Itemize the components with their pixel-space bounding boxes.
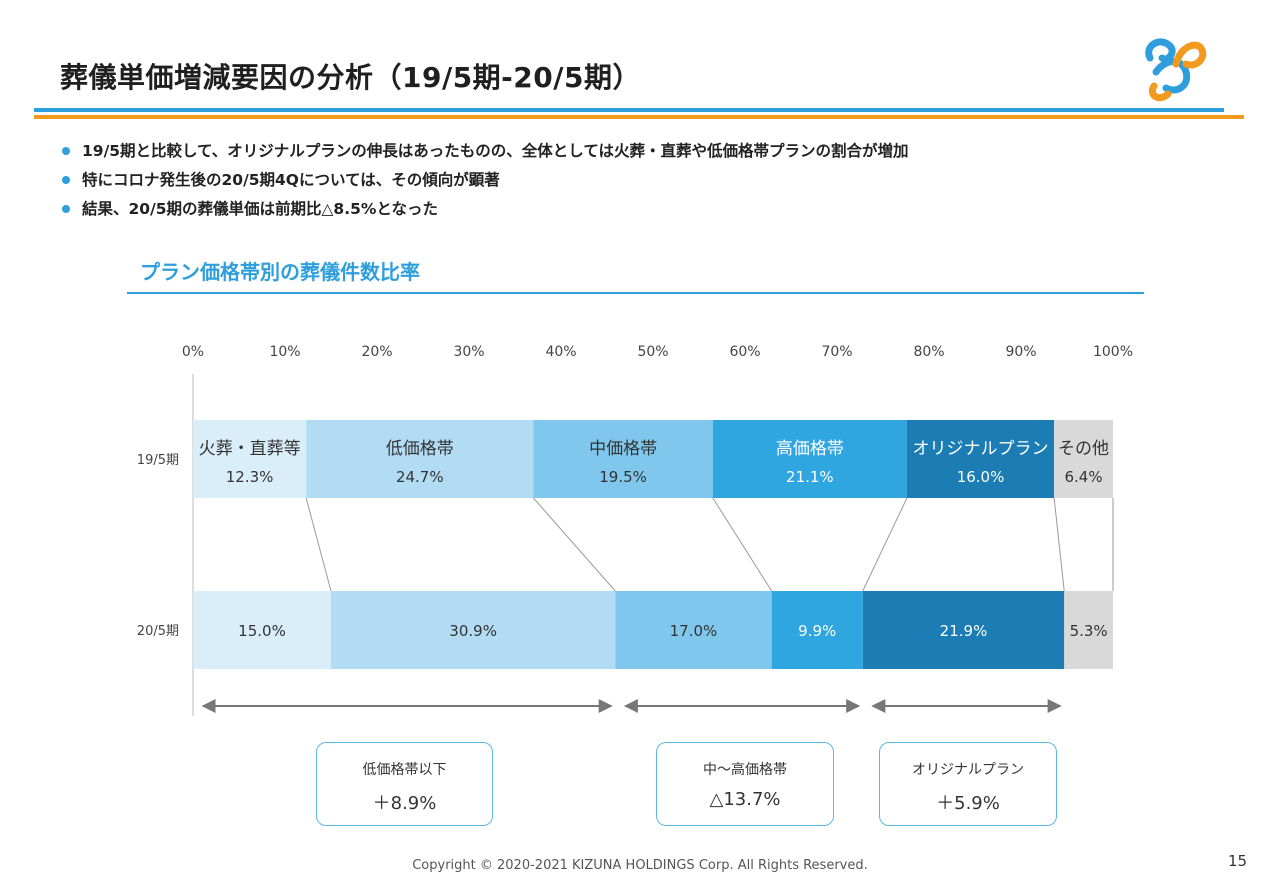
connector-line [305,497,332,592]
bar-segment [906,420,1055,498]
connector-line [533,497,616,592]
page-title: 葬儀単価増減要因の分析（19/5期-20/5期） [60,61,641,94]
summary-value: ＋5.9% [936,793,1000,814]
x-tick-label: 30% [453,344,484,360]
summary-label: 低価格帯以下 [362,762,447,778]
connector-line [1053,497,1065,592]
data-label: 21.9% [940,622,988,640]
data-label: 9.9% [798,622,836,640]
segment-name-label: 低価格帯 [386,439,454,459]
bar-segment [331,591,616,669]
x-tick-label: 90% [1005,344,1036,360]
bar-segment [306,420,534,498]
x-tick-label: 40% [545,344,576,360]
x-tick-label: 10% [269,344,300,360]
summary-box-original-plan: オリジナルプラン ＋5.9% [879,742,1057,826]
summary-box-low-price: 低価格帯以下 ＋8.9% [316,742,493,826]
bullet-item: 結果、20/5期の葬儀単価は前期比△8.5%となった [62,196,909,225]
data-label: 17.0% [670,622,718,640]
data-label: 16.0% [957,468,1005,486]
title-underline-blue [34,108,1224,112]
segment-name-label: その他 [1058,439,1109,459]
data-label: 30.9% [449,622,497,640]
bar-segment [1054,420,1113,498]
segment-name-label: 火葬・直葬等 [199,439,301,459]
data-label: 24.7% [396,468,444,486]
bar-segment [771,591,863,669]
summary-value: ＋8.9% [372,793,437,814]
segment-name-label: 高価格帯 [776,439,844,459]
x-tick-label: 100% [1093,344,1133,360]
connector-line [862,497,908,592]
data-label: 12.3% [226,468,274,486]
data-label: 21.1% [786,468,834,486]
x-tick-label: 20% [361,344,392,360]
segment-name-label: オリジナルプラン [913,439,1049,459]
x-tick-label: 0% [182,344,204,360]
bar-segment [533,420,713,498]
chart-title: プラン価格帯別の葬儀件数比率 [140,260,420,284]
bullet-item: 特にコロナ発生後の20/5期4Qについては、その傾向が顕著 [62,167,909,196]
bullet-item: 19/5期と比較して、オリジナルプランの伸長はあったものの、全体としては火葬・直… [62,138,909,167]
summary-bullets: 19/5期と比較して、オリジナルプランの伸長はあったものの、全体としては火葬・直… [62,138,909,225]
title-underline-orange [34,115,1244,119]
page-number: 15 [1228,852,1248,870]
segment-name-label: 中価格帯 [589,439,657,459]
bar-segment [193,591,331,669]
bar-segment [1064,591,1113,669]
copyright: Copyright © 2020-2021 KIZUNA HOLDINGS Co… [412,858,868,873]
chart-title-underline [127,292,1144,294]
x-tick-label: 70% [821,344,852,360]
x-tick-label: 60% [729,344,760,360]
summary-label: 中～高価格帯 [703,762,787,778]
x-tick-label: 80% [913,344,944,360]
category-label: 19/5期 [137,453,179,468]
data-label: 6.4% [1065,468,1103,486]
bar-segment [862,591,1065,669]
bar-segment [712,420,907,498]
bar-segment [615,591,772,669]
summary-label: オリジナルプラン [912,762,1024,778]
summary-value: △13.7% [709,789,781,810]
kizuna-logo-icon [1145,38,1207,102]
x-tick-label: 50% [637,344,668,360]
data-label: 15.0% [238,622,286,640]
data-label: 5.3% [1070,622,1108,640]
category-label: 20/5期 [137,624,179,639]
data-label: 19.5% [599,468,647,486]
summary-box-mid-high-price: 中～高価格帯 △13.7% [656,742,834,826]
bar-segment [193,420,307,498]
connector-line [712,497,773,592]
